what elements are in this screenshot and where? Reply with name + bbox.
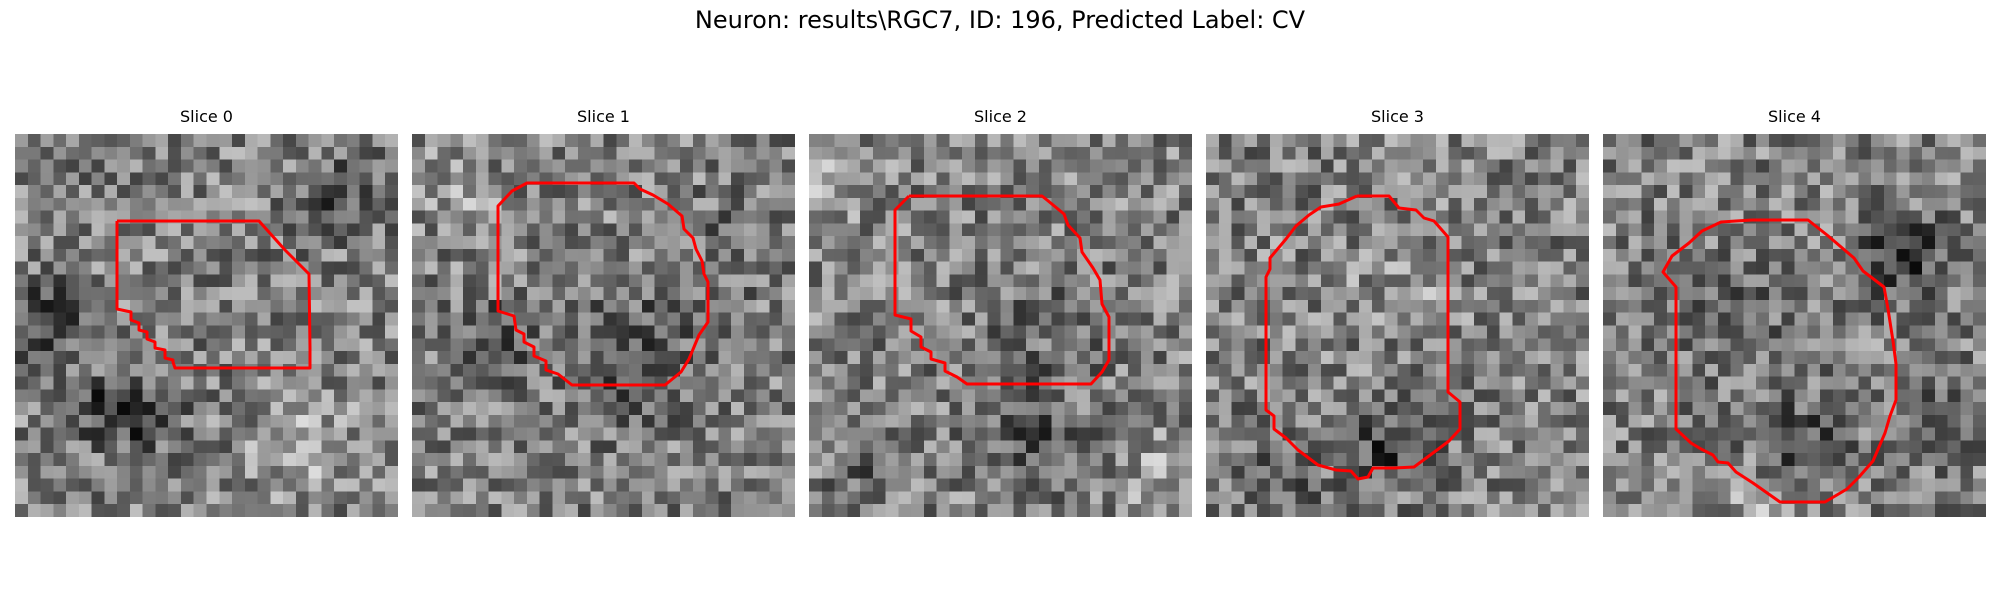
grayscale-image-slice-2 — [809, 134, 1192, 517]
grayscale-image-slice-4 — [1603, 134, 1986, 517]
contour-outline-slice-1 — [496, 181, 710, 387]
slice-title: Slice 0 — [180, 107, 233, 126]
slice-panel-0: Slice 0 — [15, 107, 398, 517]
contour-outline-slice-0 — [115, 219, 312, 370]
contour-outline-slice-2 — [893, 194, 1111, 386]
contour-outline-slice-3 — [1264, 194, 1462, 481]
slice-title: Slice 2 — [974, 107, 1027, 126]
slice-title: Slice 4 — [1768, 107, 1821, 126]
slice-panel-2: Slice 2 — [809, 107, 1192, 517]
slice-title: Slice 1 — [577, 107, 630, 126]
slice-panel-1: Slice 1 — [412, 107, 795, 517]
grayscale-image-slice-0 — [15, 134, 398, 517]
figure-title: Neuron: results\RGC7, ID: 196, Predicted… — [694, 6, 1306, 34]
grayscale-image-slice-1 — [412, 134, 795, 517]
slice-title: Slice 3 — [1371, 107, 1424, 126]
grayscale-image-slice-3 — [1206, 134, 1589, 517]
slice-panel-3: Slice 3 — [1206, 107, 1589, 517]
slice-panel-4: Slice 4 — [1603, 107, 1986, 517]
contour-outline-slice-4 — [1661, 218, 1898, 504]
